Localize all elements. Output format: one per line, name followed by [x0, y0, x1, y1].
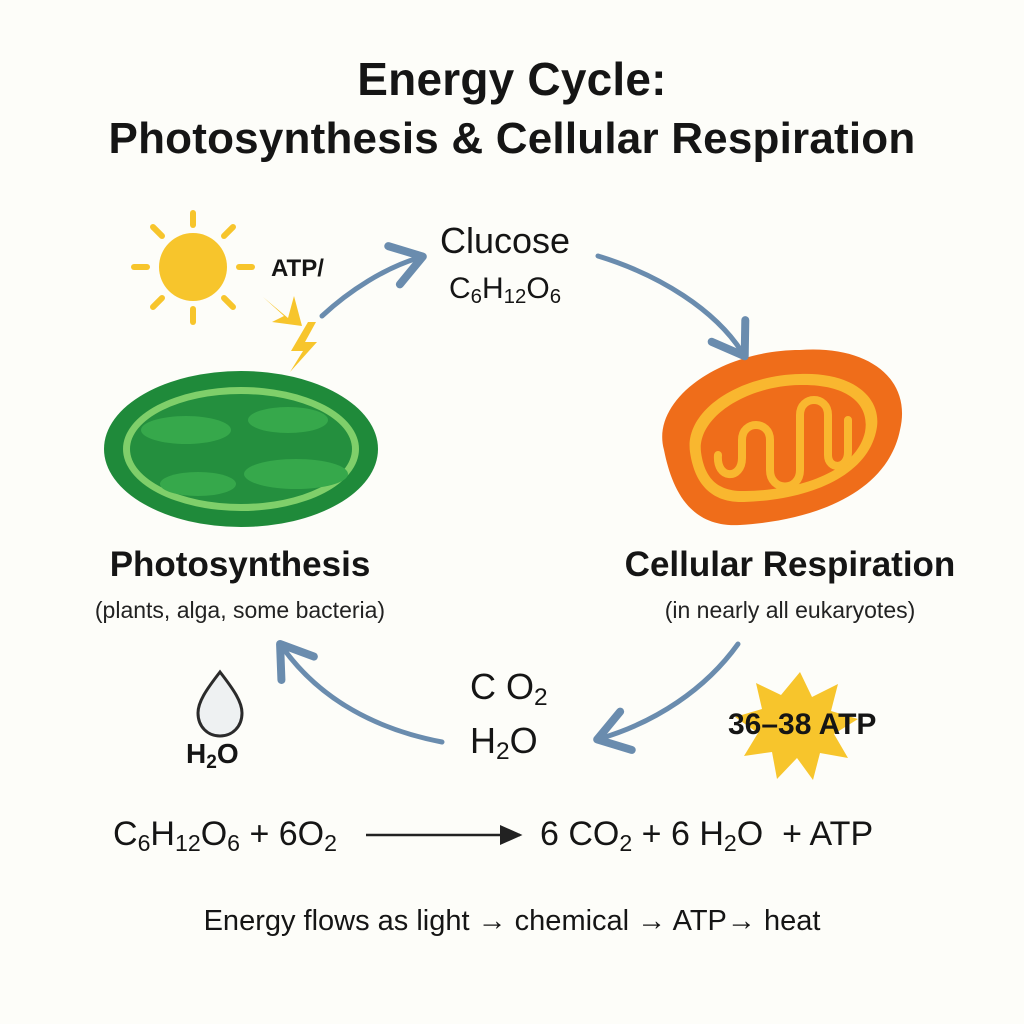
lightning-bolt-icon: [290, 322, 317, 372]
glucose-name: Clucose: [439, 220, 571, 261]
equation-products: 6 CO2 + 6 H2O + ATP: [540, 815, 874, 856]
photosynthesis-heading: Photosynthesis: [109, 545, 371, 584]
photosynthesis-atp-label: ATP/: [271, 255, 324, 282]
water-drop-label: H2O: [186, 738, 239, 773]
glucose-formula: C6H12O6: [448, 272, 562, 309]
respiration-heading: Cellular Respiration: [624, 545, 956, 584]
mitochondrion-icon: [662, 349, 903, 526]
chloroplast-icon: [104, 371, 378, 527]
arrow-to-photosynthesis: [276, 639, 445, 745]
flow-arrow-icon: →: [477, 905, 507, 937]
atp-yield-label: 36–38 ATP: [728, 708, 877, 741]
diagram-title-line1: Energy Cycle:: [357, 53, 667, 105]
center-h2o-label: H2O: [470, 720, 538, 766]
respiration-subtitle: (in nearly all eukaryotes): [664, 597, 916, 623]
center-co2-label: C O2: [470, 666, 548, 712]
arrow-to-products: [593, 641, 741, 754]
flow-arrow-icon: →: [637, 905, 667, 937]
photosynthesis-subtitle: (plants, alga, some bacteria): [94, 597, 386, 623]
energy-flow-caption: Energy flows as light → chemical → ATP→ …: [203, 905, 821, 937]
diagram-title-line2: Photosynthesis & Cellular Respiration: [108, 114, 916, 163]
arrow-to-glucose: [319, 242, 427, 319]
light-arrow-icon: [263, 296, 302, 326]
equation-reactants: C6H12O6 + 6O2: [113, 815, 337, 856]
arrow-to-respiration: [595, 253, 750, 361]
flow-arrow-icon: →: [726, 905, 756, 937]
sun-icon: [131, 210, 255, 325]
atp-burst-icon: [735, 672, 858, 780]
water-drop-icon: [196, 669, 244, 738]
